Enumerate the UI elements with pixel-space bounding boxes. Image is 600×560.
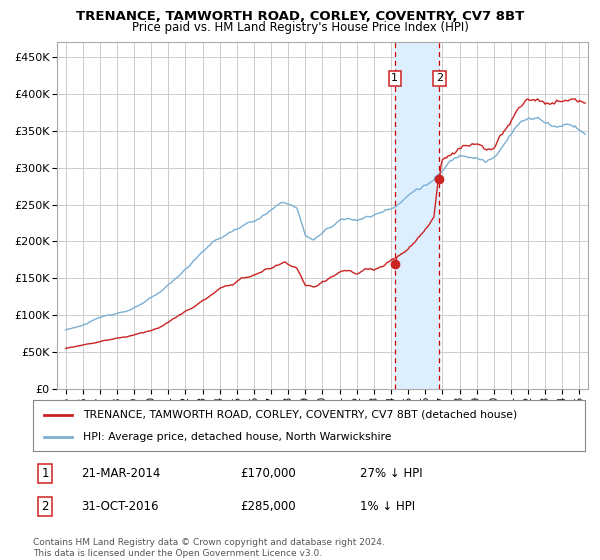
Bar xyxy=(395,42,439,389)
Text: 1: 1 xyxy=(391,73,398,83)
Text: HPI: Average price, detached house, North Warwickshire: HPI: Average price, detached house, Nort… xyxy=(83,432,391,442)
Text: 21-MAR-2014: 21-MAR-2014 xyxy=(81,466,160,480)
Text: Contains HM Land Registry data © Crown copyright and database right 2024.: Contains HM Land Registry data © Crown c… xyxy=(33,538,385,547)
Text: £285,000: £285,000 xyxy=(240,500,296,514)
Text: 2: 2 xyxy=(436,73,443,83)
Text: Price paid vs. HM Land Registry's House Price Index (HPI): Price paid vs. HM Land Registry's House … xyxy=(131,21,469,34)
Text: TRENANCE, TAMWORTH ROAD, CORLEY, COVENTRY, CV7 8BT (detached house): TRENANCE, TAMWORTH ROAD, CORLEY, COVENTR… xyxy=(83,409,517,419)
Text: 1: 1 xyxy=(41,466,49,480)
Text: 31-OCT-2016: 31-OCT-2016 xyxy=(81,500,158,514)
Text: £170,000: £170,000 xyxy=(240,466,296,480)
Text: 27% ↓ HPI: 27% ↓ HPI xyxy=(360,466,422,480)
Text: 1% ↓ HPI: 1% ↓ HPI xyxy=(360,500,415,514)
Text: 2: 2 xyxy=(41,500,49,514)
Text: TRENANCE, TAMWORTH ROAD, CORLEY, COVENTRY, CV7 8BT: TRENANCE, TAMWORTH ROAD, CORLEY, COVENTR… xyxy=(76,10,524,22)
Text: This data is licensed under the Open Government Licence v3.0.: This data is licensed under the Open Gov… xyxy=(33,549,322,558)
